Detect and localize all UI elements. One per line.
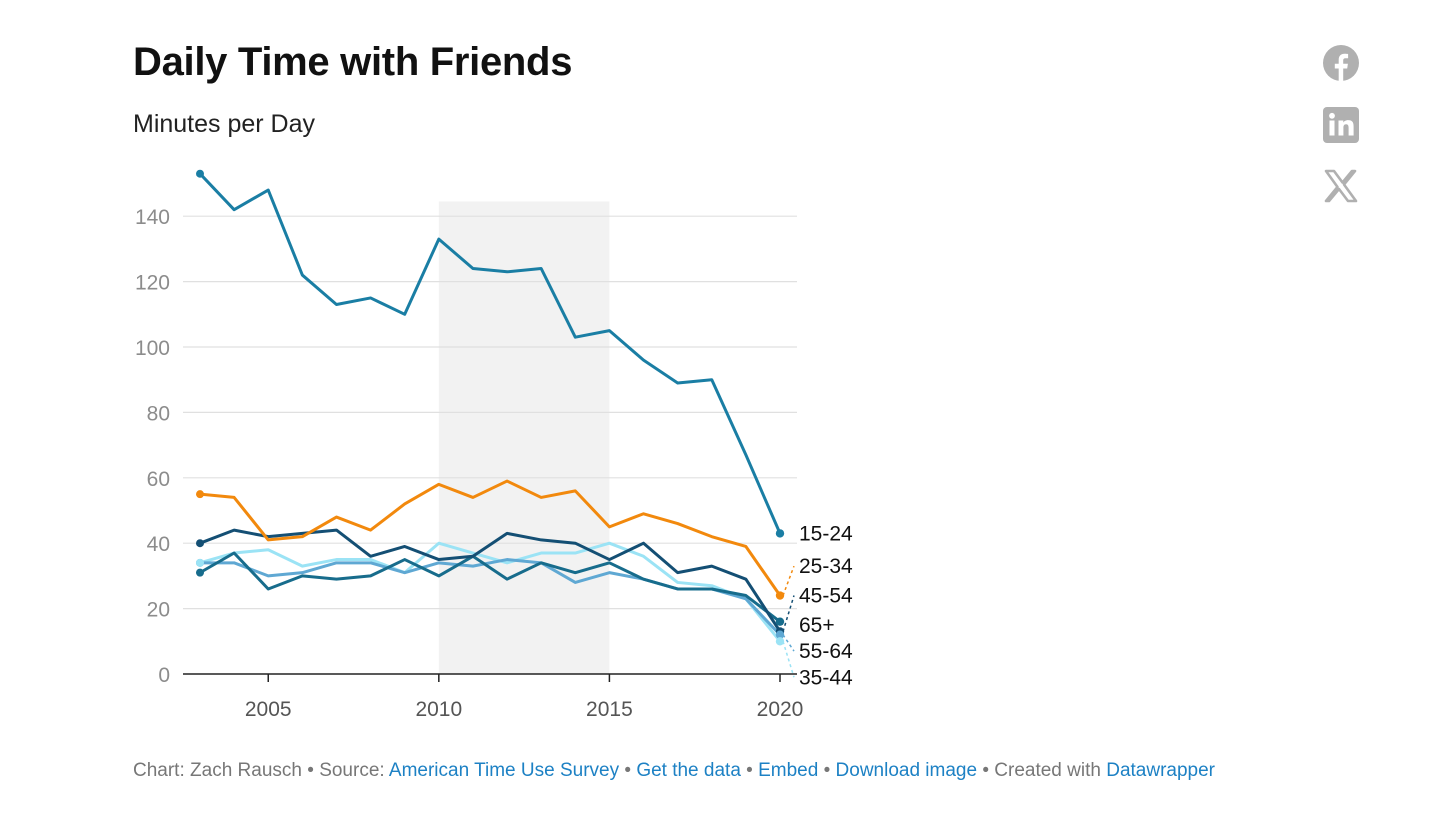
series-end-point-35-44 <box>775 637 785 646</box>
series-end-point-65+ <box>775 617 785 626</box>
footer-separator: • <box>823 760 831 781</box>
footer-separator: • <box>982 760 989 781</box>
series-label-connector-45-54 <box>782 595 795 632</box>
datawrapper-link[interactable]: Datawrapper <box>1106 760 1216 781</box>
get-data-link[interactable]: Get the data <box>636 760 741 781</box>
footer-separator: • <box>624 760 632 781</box>
y-tick-label: 100 <box>135 337 170 360</box>
series-label-65+: 65+ <box>799 614 835 637</box>
y-tick-label: 20 <box>147 599 170 622</box>
series-label-35-44: 35-44 <box>799 666 853 689</box>
chart-subtitle: Minutes per Day <box>133 110 316 138</box>
y-tick-label: 40 <box>147 533 170 556</box>
y-tick-label: 140 <box>135 206 170 229</box>
series-label-45-54: 45-54 <box>799 585 853 608</box>
x-tick-label: 2010 <box>415 698 462 721</box>
footer-separator: • <box>307 760 314 781</box>
chart-credit: Chart: Zach Rausch <box>133 760 302 781</box>
y-tick-label: 0 <box>158 664 170 687</box>
series-start-point-35-44 <box>196 558 204 567</box>
footer-separator: • <box>746 760 753 781</box>
series-line-65+ <box>198 551 782 624</box>
source-link[interactable]: American Time Use Survey <box>388 760 620 781</box>
x-tick-label: 2020 <box>757 698 804 721</box>
x-tick-label: 2015 <box>586 698 633 721</box>
series-label-55-64: 55-64 <box>799 640 853 663</box>
chart-footer: Chart: Zach Rausch • Source: American Ti… <box>133 760 1215 782</box>
series-label-15-24: 15-24 <box>799 522 853 545</box>
y-tick-label: 60 <box>147 468 170 491</box>
series-end-point-15-24 <box>775 529 785 538</box>
source-prefix: Source: <box>319 760 385 781</box>
series-label-connector-25-34 <box>782 565 795 596</box>
series-label-connector-35-44 <box>782 641 795 678</box>
series-start-point-65+ <box>196 568 204 577</box>
series-start-point-25-34 <box>196 490 204 499</box>
y-tick-label: 120 <box>135 272 170 295</box>
series-line-25-34 <box>198 479 782 598</box>
download-image-link[interactable]: Download image <box>835 760 978 781</box>
series-label-25-34: 25-34 <box>799 555 853 578</box>
shaded-period <box>438 201 610 674</box>
series-line-15-24 <box>198 172 782 535</box>
series-line-45-54 <box>198 528 782 633</box>
y-tick-label: 80 <box>147 402 170 425</box>
embed-link[interactable]: Embed <box>758 760 819 781</box>
x-tick-label: 2005 <box>245 698 292 721</box>
series-end-point-25-34 <box>775 591 785 600</box>
series-start-point-45-54 <box>196 539 204 548</box>
created-with-prefix: Created with <box>994 760 1101 781</box>
chart-title: Daily Time with Friends <box>133 40 573 84</box>
linkedin-icon[interactable] <box>1322 106 1360 144</box>
x-icon[interactable] <box>1322 167 1360 205</box>
series-line-35-44 <box>198 541 782 643</box>
facebook-icon[interactable] <box>1322 44 1360 82</box>
series-end-point-55-64 <box>775 630 785 639</box>
series-start-point-15-24 <box>196 169 204 178</box>
